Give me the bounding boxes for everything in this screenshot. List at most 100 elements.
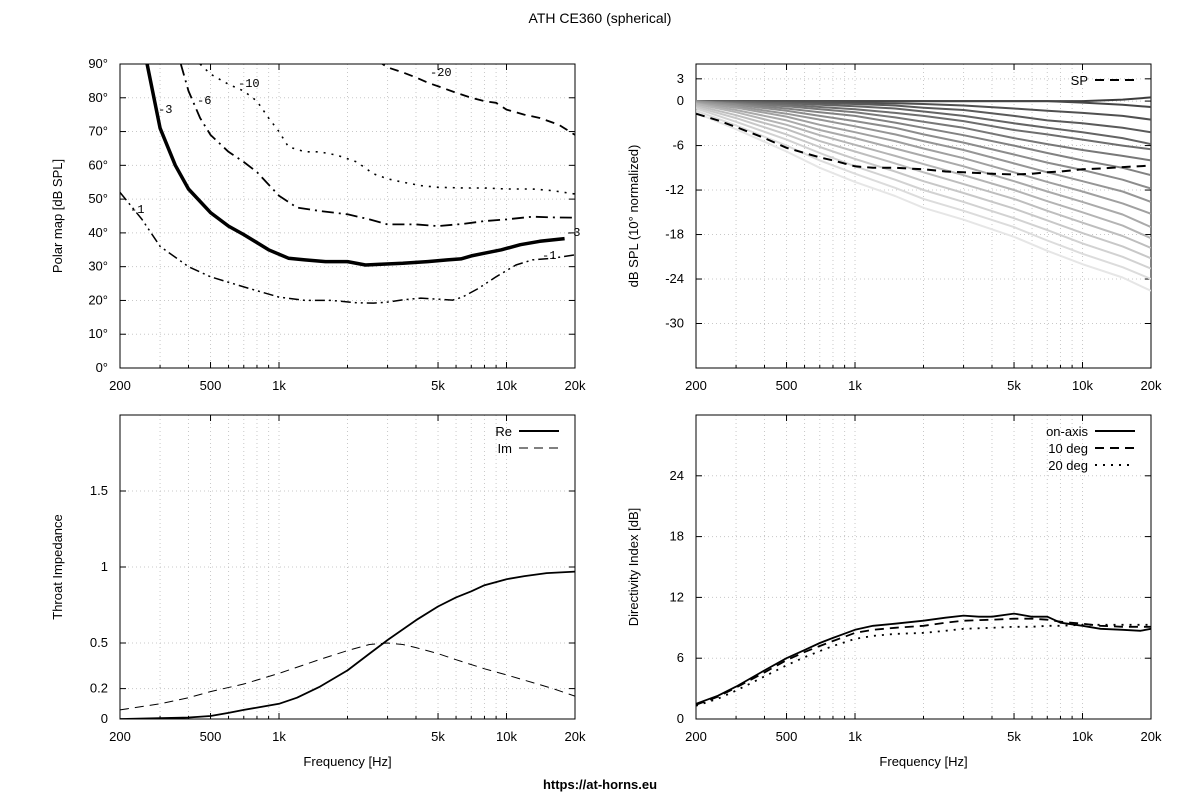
y-tick-label: 0 <box>677 93 684 108</box>
contour-label: -1 <box>130 203 144 217</box>
x-tick-label: 1k <box>272 378 286 393</box>
y-tick-label: 80° <box>88 90 108 105</box>
series-group <box>696 96 1151 292</box>
x-tick-label: 200 <box>685 378 707 393</box>
y-axis-label: dB SPL (10° normalized) <box>626 145 641 288</box>
series-line-20-deg <box>696 623 1151 707</box>
y-tick-label: 20° <box>88 292 108 307</box>
x-tick-label: 20k <box>1141 729 1162 744</box>
series-line-im <box>120 642 575 711</box>
angle-curve <box>696 111 1151 292</box>
legend-label: Im <box>498 441 512 456</box>
x-tick-label: 5k <box>1007 729 1021 744</box>
y-tick-label: 10° <box>88 326 108 341</box>
y-tick-label: -30 <box>665 316 684 331</box>
y-tick-label: 0.2 <box>90 681 108 696</box>
x-tick-label: 10k <box>496 729 517 744</box>
x-tick-label: 20k <box>565 378 586 393</box>
contour-label: -3 <box>566 226 580 240</box>
y-tick-label: 60° <box>88 157 108 172</box>
y-tick-label: 30° <box>88 259 108 274</box>
page-title: ATH CE360 (spherical) <box>529 10 672 26</box>
y-tick-label: 24 <box>670 468 684 483</box>
y-tick-label: 90° <box>88 56 108 71</box>
x-tick-label: 5k <box>431 378 445 393</box>
contour-label: -10 <box>238 77 260 91</box>
x-tick-label: 500 <box>776 729 798 744</box>
y-tick-label: 1.5 <box>90 483 108 498</box>
series-line-on-axis <box>696 612 1151 705</box>
y-tick-label: -6 <box>672 138 684 153</box>
angle-curve <box>696 102 1151 229</box>
x-tick-label: 200 <box>685 729 707 744</box>
legend-label: SP <box>1071 73 1088 88</box>
series-line--3 <box>145 64 565 267</box>
panel-di: 200 500 1k 5k 10k 20k 0 6 12 18 24 Directivity Inde… <box>626 414 1162 769</box>
footer-url: https://at-horns.eu <box>543 777 657 792</box>
y-tick-label: 1 <box>101 559 108 574</box>
y-tick-label: 70° <box>88 124 108 139</box>
x-tick-label: 500 <box>200 729 222 744</box>
angle-curve <box>696 106 1151 260</box>
contour-label: -1 <box>542 249 556 263</box>
x-tick-label: 5k <box>431 729 445 744</box>
x-tick-label: 200 <box>109 729 131 744</box>
series-line--6 <box>179 64 575 228</box>
series-line--20 <box>380 64 575 136</box>
series-group <box>120 570 575 719</box>
x-tick-label: 1k <box>848 378 862 393</box>
y-axis-label: Directivity Index [dB] <box>626 508 641 627</box>
series-line-sp <box>696 112 1151 176</box>
angle-curve <box>696 100 1151 177</box>
x-tick-label: 500 <box>200 378 222 393</box>
x-axis-label: Frequency [Hz] <box>879 754 967 769</box>
x-tick-label: 5k <box>1007 378 1021 393</box>
angle-curve <box>696 103 1151 240</box>
angle-curve <box>696 101 1151 215</box>
x-axis-label: Frequency [Hz] <box>303 754 391 769</box>
angle-curve <box>696 109 1151 280</box>
y-tick-label: 0.5 <box>90 635 108 650</box>
legend-label: 20 deg <box>1048 458 1088 473</box>
y-tick-label: 50° <box>88 191 108 206</box>
angle-curve <box>696 100 1151 146</box>
legend-label: Re <box>495 424 512 439</box>
y-tick-label: 0° <box>96 360 108 375</box>
y-tick-label: -12 <box>665 182 684 197</box>
y-tick-label: 0 <box>677 711 684 726</box>
x-tick-label: 200 <box>109 378 131 393</box>
angle-curve <box>696 100 1151 151</box>
series-group <box>120 64 575 304</box>
series-line--1 <box>120 191 575 304</box>
y-tick-label: 18 <box>670 529 684 544</box>
contour-label: -6 <box>197 94 211 108</box>
y-tick-label: 6 <box>677 650 684 665</box>
y-tick-label: 0 <box>101 711 108 726</box>
angle-curve <box>696 100 1151 203</box>
panel-polar: 200 500 1k 5k 10k 20k 0° 10° 20° 30° 40° 50° 60° 70° 8… <box>50 56 586 393</box>
x-tick-label: 20k <box>1141 378 1162 393</box>
legend-label: on-axis <box>1046 424 1088 439</box>
angle-curve <box>696 104 1151 249</box>
y-tick-label: 3 <box>677 71 684 86</box>
angle-curve <box>696 107 1151 270</box>
contour-label: -3 <box>158 103 172 117</box>
y-axis-label: Throat Impedance <box>50 514 65 620</box>
panel-spl: 200 500 1k 5k 10k 20k 3 0 -6 -12 -18 -24 -30 dB SPL (… <box>626 63 1162 393</box>
y-axis-label: Polar map [dB SPL] <box>50 159 65 273</box>
angle-curve <box>696 100 1151 162</box>
x-tick-label: 1k <box>848 729 862 744</box>
y-tick-label: -24 <box>665 271 684 286</box>
x-tick-label: 10k <box>1072 378 1093 393</box>
y-tick-label: -18 <box>665 227 684 242</box>
x-tick-label: 500 <box>776 378 798 393</box>
legend-label: 10 deg <box>1048 441 1088 456</box>
y-tick-label: 12 <box>670 589 684 604</box>
x-tick-label: 20k <box>565 729 586 744</box>
x-tick-label: 10k <box>496 378 517 393</box>
series-line-re <box>120 570 575 719</box>
panel-impedance: 200 500 1k 5k 10k 20k 0 0.2 0.5 1 1.5 Throat Impeda… <box>50 414 586 769</box>
x-tick-label: 1k <box>272 729 286 744</box>
series-group <box>696 612 1151 707</box>
